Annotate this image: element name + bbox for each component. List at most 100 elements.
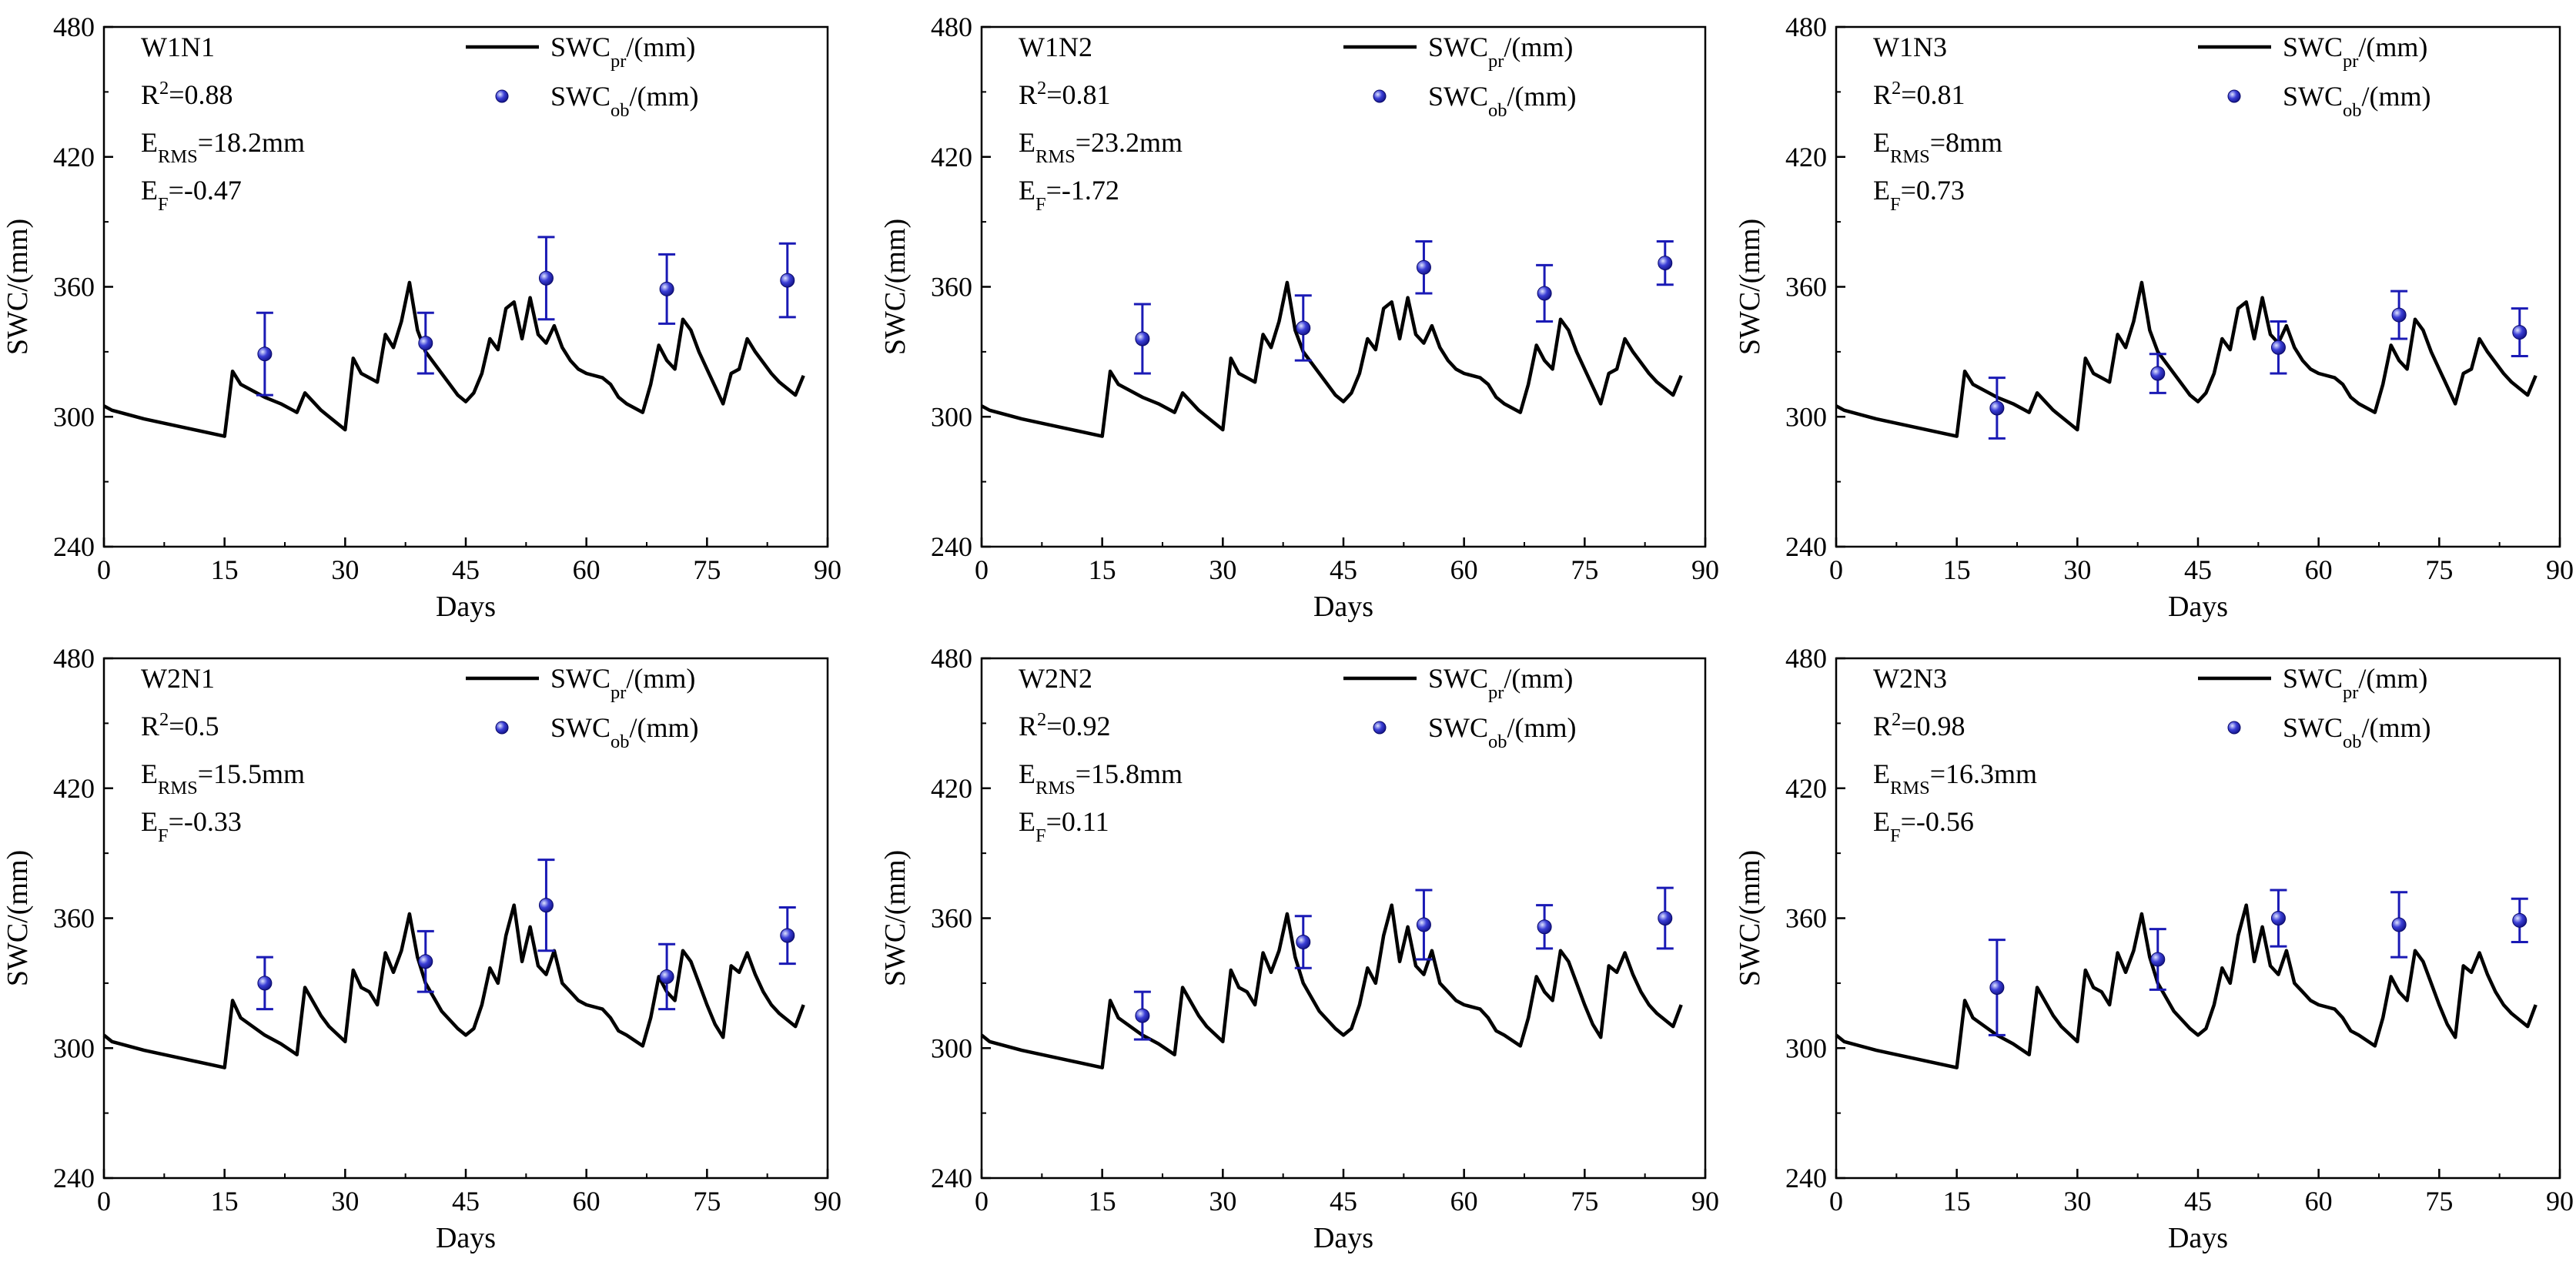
legend-line-label-part: /(mm) xyxy=(2358,32,2427,62)
y-tick-label: 300 xyxy=(1785,401,1827,432)
x-tick-label: 75 xyxy=(1571,1186,1598,1217)
stat-ef-part: F xyxy=(1890,194,1901,215)
x-axis-title: Days xyxy=(436,591,496,623)
x-tick-label: 90 xyxy=(2546,554,2574,585)
data-point-swc-ob xyxy=(780,928,795,943)
x-tick-label: 60 xyxy=(2305,554,2333,585)
stat-rms: ERMS=18.2mm xyxy=(141,127,305,167)
legend-point-label-part: SWC xyxy=(1428,712,1488,743)
panel-W2N1: 0 15 30 45 60 75 90240300360420480DaysSWC/(mm)… xyxy=(2,643,841,1254)
data-point-swc-ob xyxy=(2391,917,2407,932)
panel-label: W2N1 xyxy=(141,663,215,694)
stat-ef: EF=-0.47 xyxy=(141,175,242,215)
stat-rms-part: E xyxy=(1873,127,1890,158)
stat-r2: R2=0.98 xyxy=(1873,709,1965,742)
stat-rms-part: E xyxy=(141,758,158,789)
stat-r2-part: =0.81 xyxy=(1901,79,1965,110)
legend-point-label-part: SWC xyxy=(550,81,611,112)
y-axis-title: SWC/(mm) xyxy=(2,219,34,355)
x-tick-label: 45 xyxy=(1330,554,1357,585)
y-axis-title: SWC/(mm) xyxy=(2,850,34,986)
y-tick-label: 240 xyxy=(931,1163,972,1193)
x-tick-label: 60 xyxy=(573,1186,601,1217)
x-tick-label: 15 xyxy=(1089,1186,1116,1217)
x-tick-label: 30 xyxy=(2063,554,2091,585)
stat-rms-part: RMS xyxy=(158,778,198,798)
panel-W1N1: 0 15 30 45 60 75 90240300360420480DaysSWC/(mm)… xyxy=(2,12,841,623)
stat-r2-part: =0.92 xyxy=(1046,711,1110,741)
y-tick-label: 240 xyxy=(53,1163,95,1193)
stat-r2: R2=0.81 xyxy=(1873,78,1965,111)
legend-point-label: SWCob/(mm) xyxy=(550,712,698,752)
stat-ef-part: =0.73 xyxy=(1901,175,1965,206)
legend-point-label-part: /(mm) xyxy=(629,81,698,112)
legend-point-label-part: /(mm) xyxy=(1507,81,1576,112)
stat-r2-part: =0.5 xyxy=(169,711,219,741)
stat-ef-part: =-0.33 xyxy=(169,806,242,837)
stat-r2-part: =0.98 xyxy=(1901,711,1965,741)
y-tick-label: 420 xyxy=(931,142,972,172)
y-tick-label: 360 xyxy=(53,903,95,934)
data-point-swc-ob xyxy=(2150,952,2166,967)
legend-point-label-part: ob xyxy=(611,100,629,121)
panel-W1N2: 0 15 30 45 60 75 90240300360420480DaysSWC/(mm)… xyxy=(879,12,1719,623)
y-axis-title: SWC/(mm) xyxy=(1734,850,1766,986)
legend-line-label-part: pr xyxy=(2343,51,2358,72)
data-point-swc-ob xyxy=(1296,320,1311,336)
y-tick-label: 420 xyxy=(1785,142,1827,172)
x-tick-label: 90 xyxy=(814,1186,841,1217)
data-point-swc-ob xyxy=(418,336,433,351)
legend-line-label: SWCpr/(mm) xyxy=(550,32,695,72)
legend-line-label-part: SWC xyxy=(1428,663,1488,694)
stat-r2-part: R xyxy=(1019,711,1037,741)
y-tick-label: 480 xyxy=(931,643,972,674)
y-axis-title: SWC/(mm) xyxy=(879,850,912,986)
stat-r2-part: 2 xyxy=(159,78,169,99)
stat-rms-part: E xyxy=(1019,127,1035,158)
legend-point-swatch xyxy=(495,721,509,735)
legend-line-label-part: SWC xyxy=(550,663,611,694)
x-tick-label: 15 xyxy=(1089,554,1116,585)
stat-r2-part: R xyxy=(1019,79,1037,110)
stat-rms-part: E xyxy=(1873,758,1890,789)
x-tick-label: 45 xyxy=(2184,1186,2212,1217)
data-point-swc-ob xyxy=(1537,919,1552,935)
stat-rms: ERMS=8mm xyxy=(1873,127,2002,167)
x-tick-label: 0 xyxy=(975,554,989,585)
legend-point-label-part: SWC xyxy=(2283,81,2343,112)
stat-rms: ERMS=23.2mm xyxy=(1019,127,1183,167)
stat-rms-part: E xyxy=(1019,758,1035,789)
data-point-swc-ob xyxy=(2391,307,2407,323)
y-tick-label: 240 xyxy=(931,531,972,562)
x-axis-title: Days xyxy=(2168,591,2228,623)
x-tick-label: 0 xyxy=(1829,554,1843,585)
stat-ef-part: E xyxy=(1873,175,1890,206)
y-tick-label: 480 xyxy=(1785,643,1827,674)
x-tick-label: 15 xyxy=(1943,1186,1971,1217)
stat-ef-part: E xyxy=(1019,806,1035,837)
panel-label: W1N3 xyxy=(1873,32,1947,62)
stat-rms-part: =15.8mm xyxy=(1076,758,1183,789)
y-tick-label: 300 xyxy=(53,1033,95,1063)
panel-label: W1N2 xyxy=(1019,32,1092,62)
legend-line-label: SWCpr/(mm) xyxy=(1428,32,1573,72)
legend-line-label: SWCpr/(mm) xyxy=(2283,663,2427,703)
x-tick-label: 0 xyxy=(97,554,111,585)
legend-point-swatch xyxy=(1373,89,1387,103)
data-point-swc-ob xyxy=(418,954,433,969)
x-tick-label: 0 xyxy=(1829,1186,1843,1217)
stat-rms-part: RMS xyxy=(158,146,198,167)
data-point-swc-ob xyxy=(538,898,554,913)
stat-ef-part: F xyxy=(1890,825,1901,846)
x-tick-label: 90 xyxy=(1691,1186,1719,1217)
legend-line-label: SWCpr/(mm) xyxy=(1428,663,1573,703)
legend-line-label-part: SWC xyxy=(1428,32,1488,62)
legend-line-label-part: SWC xyxy=(2283,663,2343,694)
y-tick-label: 360 xyxy=(53,272,95,303)
legend-point-label-part: /(mm) xyxy=(1507,712,1576,743)
x-tick-label: 75 xyxy=(2425,1186,2453,1217)
legend-point-label: SWCob/(mm) xyxy=(550,81,698,121)
legend-point-label-part: SWC xyxy=(2283,712,2343,743)
series-line-swc-pr xyxy=(1835,280,2538,438)
